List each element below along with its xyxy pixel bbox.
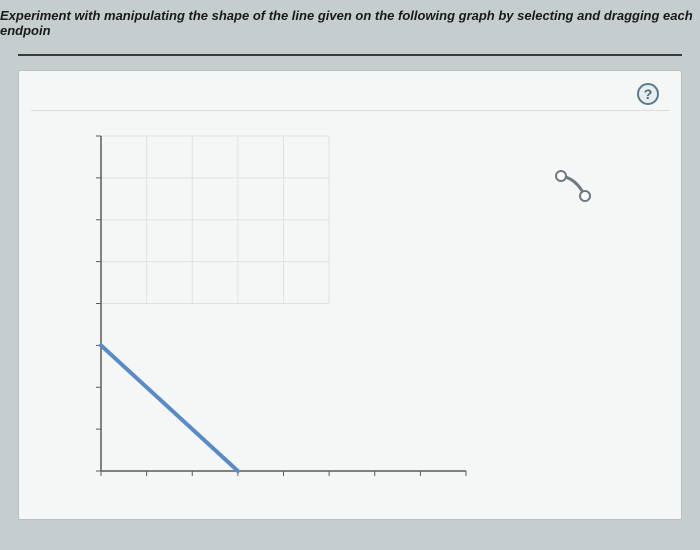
graph-svg[interactable] [91,131,471,491]
panel-header: ? [31,83,669,111]
help-icon: ? [644,86,653,102]
draggable-line[interactable] [101,345,238,471]
graph-area[interactable] [91,131,471,491]
instruction-text: Experiment with manipulating the shape o… [0,0,700,44]
section-divider [18,54,682,56]
graph-panel: ? [18,70,682,520]
help-button[interactable]: ? [637,83,659,105]
line-tool-icon[interactable] [551,166,601,206]
